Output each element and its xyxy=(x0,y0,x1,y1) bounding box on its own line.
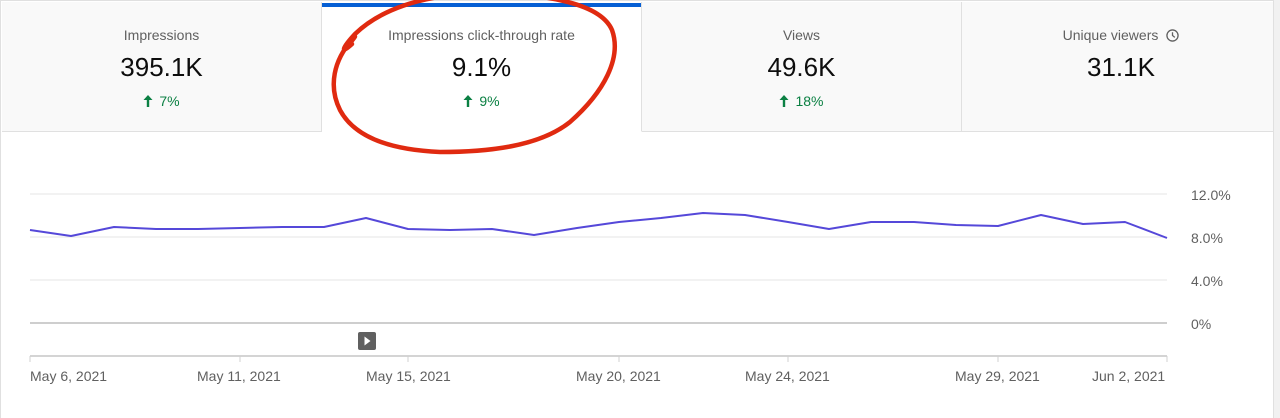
metric-label: Impressions xyxy=(2,27,321,43)
y-tick-label: 0% xyxy=(1191,316,1212,332)
metric-label-text: Views xyxy=(782,27,821,43)
arrow-up-icon xyxy=(143,95,153,107)
x-tick-label: Jun 2, 2021 xyxy=(1092,368,1166,384)
metric-delta-text: 18% xyxy=(795,93,824,109)
metric-delta: 18% xyxy=(642,93,961,109)
metric-value: 49.6K xyxy=(767,52,836,82)
metric-label: Views xyxy=(642,27,961,43)
metric-label-text: Impressions xyxy=(123,27,200,43)
metric-delta: 7% xyxy=(2,93,321,109)
x-tick-label: May 6, 2021 xyxy=(30,368,108,384)
x-tick-label: May 15, 2021 xyxy=(366,368,451,384)
tab-unique-viewers[interactable]: Unique viewers 31.1K xyxy=(962,2,1280,132)
ctr-line xyxy=(29,212,1168,239)
y-tick-label: 8.0% xyxy=(1191,230,1223,246)
tab-impressions[interactable]: Impressions 395.1K 7% xyxy=(2,2,322,132)
metric-value: 395.1K xyxy=(120,52,203,82)
x-tick-label: May 24, 2021 xyxy=(745,368,830,384)
metric-delta-text: 7% xyxy=(159,93,180,109)
y-tick-label: 12.0% xyxy=(1191,187,1231,203)
metric-value: 31.1K xyxy=(1087,52,1155,82)
scroll-edge xyxy=(1273,0,1280,418)
clock-icon[interactable] xyxy=(1166,28,1180,42)
metric-label: Unique viewers xyxy=(962,27,1280,43)
arrow-up-icon xyxy=(779,95,789,107)
x-tick-label: May 20, 2021 xyxy=(576,368,661,384)
y-tick-label: 4.0% xyxy=(1191,273,1223,289)
x-tick-label: May 29, 2021 xyxy=(955,368,1040,384)
play-icon xyxy=(364,336,371,346)
metric-label-text: Unique viewers xyxy=(1062,27,1159,43)
x-tick-label: May 11, 2021 xyxy=(197,368,281,384)
tab-views[interactable]: Views 49.6K 18% xyxy=(642,2,962,132)
video-publish-marker[interactable] xyxy=(358,332,376,350)
x-axis-ticks xyxy=(29,356,1168,362)
